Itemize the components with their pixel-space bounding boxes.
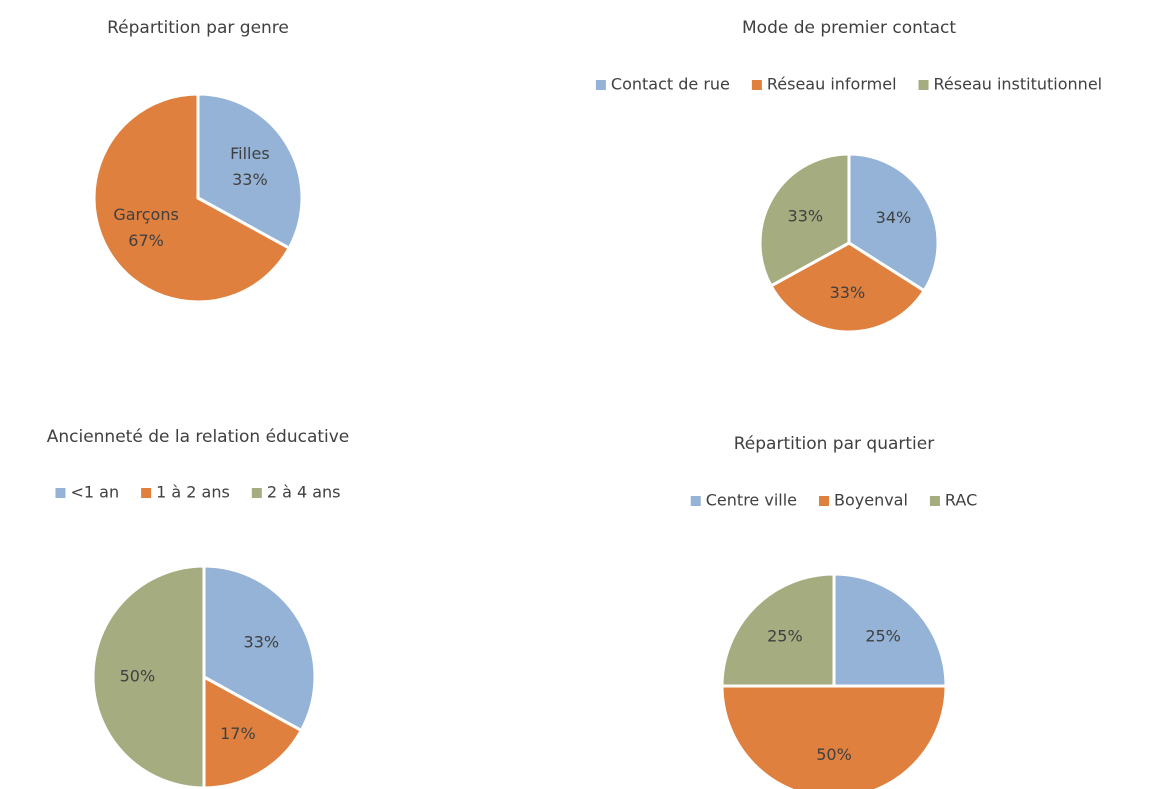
- chart-title: Mode de premier contact: [742, 18, 956, 38]
- pie-chart: Mode de premier contact Contact de rue Rés…: [595, 18, 1103, 334]
- chart-title: Répartition par quartier: [734, 434, 934, 454]
- slice-label: 33%: [244, 633, 280, 652]
- legend-swatch: [690, 496, 701, 506]
- slice-label: 67%: [128, 231, 164, 250]
- pie-slice: [832, 572, 948, 688]
- legend-swatch: [751, 80, 762, 90]
- pie-slice: [91, 564, 206, 789]
- pie-slice: [758, 152, 851, 288]
- slice-category: Filles: [230, 144, 270, 163]
- legend-label: Réseau institutionnel: [934, 75, 1103, 94]
- slice-label: 17%: [220, 724, 256, 743]
- pie-chart: Ancienneté de la relation éducative <1 an…: [47, 427, 350, 789]
- slice-label: 25%: [767, 626, 803, 645]
- legend-label: 1 à 2 ans: [156, 483, 230, 502]
- slice-label: 50%: [816, 745, 852, 764]
- pie-slice: [92, 92, 292, 304]
- legend: <1 an 1 à 2 ans 2 à 4 ans: [55, 483, 341, 502]
- slice-label: 33%: [232, 170, 268, 189]
- legend-swatch: [929, 496, 940, 506]
- slice-category: Garçons: [113, 205, 179, 224]
- legend: Centre ville Boyenval RAC: [690, 491, 977, 510]
- legend-swatch: [55, 488, 66, 498]
- legend-label: Réseau informel: [767, 75, 897, 94]
- pie-slice: [720, 684, 948, 789]
- slice-label: 33%: [830, 283, 866, 302]
- pie-slice: [196, 92, 304, 251]
- legend-swatch: [918, 80, 929, 90]
- legend-label: <1 an: [70, 483, 119, 502]
- legend-label: Boyenval: [834, 491, 908, 510]
- pie-chart: Répartition par genre Filles 33% Garçons 67%: [92, 18, 304, 304]
- legend-label: Centre ville: [706, 491, 797, 510]
- legend-swatch: [141, 488, 152, 498]
- legend-label: Contact de rue: [611, 75, 730, 94]
- slice-label: 50%: [120, 667, 156, 686]
- pie-slice: [202, 564, 317, 733]
- pie-slice: [202, 674, 304, 789]
- legend-swatch: [595, 80, 606, 90]
- legend-swatch: [818, 496, 829, 506]
- pie-chart: Répartition par quartier Centre ville Boye…: [690, 434, 977, 789]
- legend-label: 2 à 4 ans: [267, 483, 341, 502]
- slice-label: 25%: [865, 626, 901, 645]
- slice-label: 34%: [876, 208, 912, 227]
- chart-title: Ancienneté de la relation éducative: [47, 427, 350, 447]
- legend: Contact de rue Réseau informel Réseau inst…: [595, 75, 1103, 94]
- legend-label: RAC: [945, 491, 977, 510]
- slice-label: 33%: [788, 207, 824, 226]
- legend-swatch: [251, 488, 262, 498]
- chart-title: Répartition par genre: [107, 18, 289, 38]
- pie-slice: [720, 572, 836, 688]
